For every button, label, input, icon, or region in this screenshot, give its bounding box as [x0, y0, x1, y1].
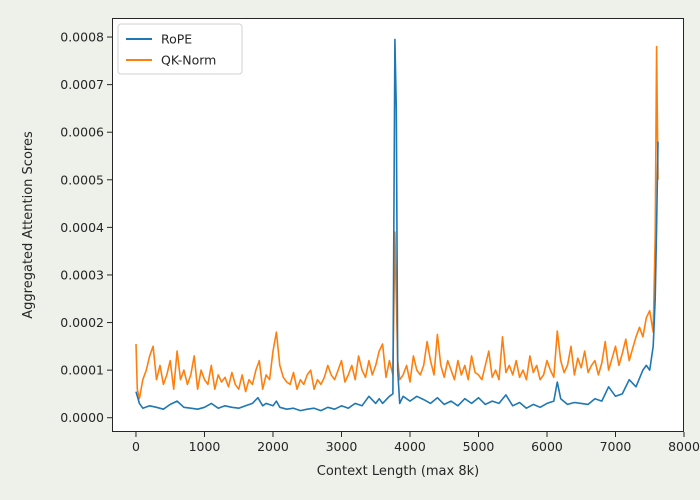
y-tick-label: 0.0002 [60, 315, 104, 330]
legend-label: QK-Norm [161, 53, 216, 68]
x-tick-label: 3000 [326, 439, 358, 454]
legend-box [117, 23, 243, 75]
x-tick-label: 7000 [600, 439, 632, 454]
y-tick-label: 0.0004 [60, 220, 104, 235]
y-tick-label: 0.0007 [60, 77, 104, 92]
plot-frame [112, 18, 684, 432]
legend-label: RoPE [161, 32, 192, 47]
x-axis-label: Context Length (max 8k) [317, 464, 479, 479]
x-tick-label: 0 [132, 439, 140, 454]
y-tick-label: 0.0008 [60, 30, 104, 45]
x-tick-label: 2000 [257, 439, 289, 454]
y-tick-label: 0.0005 [60, 172, 104, 187]
y-tick-label: 0.0003 [60, 267, 104, 282]
series-layer [135, 38, 659, 412]
x-tick-label: 4000 [394, 439, 426, 454]
y-tick-label: 0.0001 [60, 363, 104, 378]
x-tick-label: 6000 [531, 439, 563, 454]
x-tick-label: 1000 [189, 439, 221, 454]
y-axis: 0.0000 0.0001 0.0002 0.0003 0.0004 0.0005 0.00… [60, 30, 112, 425]
y-axis-label: Aggregated Attention Scores [21, 131, 36, 319]
series-line-rope [135, 38, 659, 412]
x-tick-label: 5000 [463, 439, 495, 454]
x-tick-label: 8000 [668, 439, 700, 454]
legend: RoPE QK-Norm [117, 23, 243, 75]
y-tick-label: 0.0000 [60, 410, 104, 425]
x-axis: 0 1000 2000 3000 4000 5000 6000 7000 8000 [132, 432, 700, 454]
y-tick-label: 0.0006 [60, 125, 104, 140]
